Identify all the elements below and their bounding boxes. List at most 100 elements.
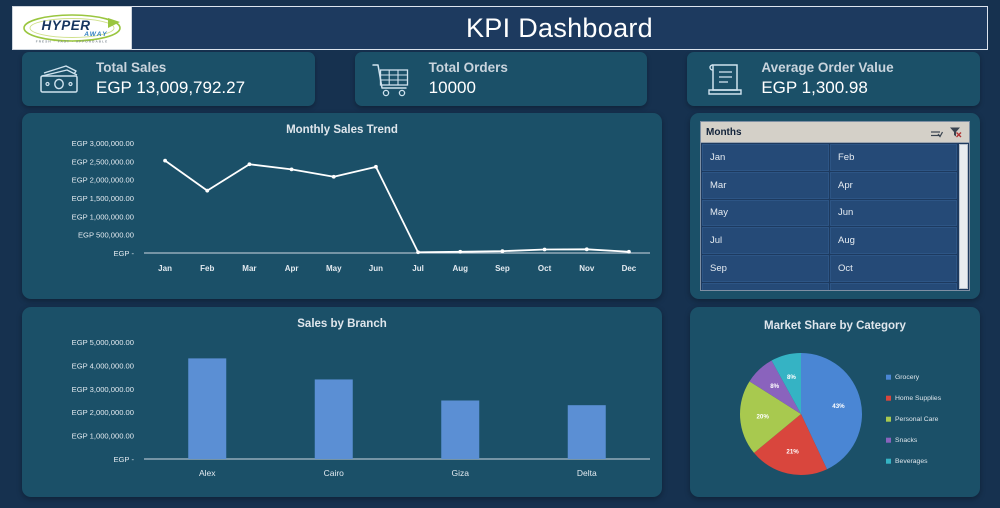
x-axis-tick-label: Sep [495, 264, 510, 273]
x-axis-tick-label: Nov [579, 264, 595, 273]
slicer-item-aug[interactable]: Aug [830, 227, 957, 255]
x-axis-tick-label: Feb [200, 264, 214, 273]
line-data-point[interactable] [374, 164, 378, 169]
months-slicer[interactable]: Months JanFebMarAprMayJunJulAugSepOctNov… [700, 121, 970, 291]
dashboard-title-bar: KPI Dashboard [132, 6, 988, 50]
y-axis-tick-label: EGP 2,500,000.00 [72, 157, 134, 166]
x-axis-tick-label: Jul [412, 264, 424, 273]
x-axis-tick-label: Oct [538, 264, 552, 273]
pie-slice-beverages[interactable] [771, 353, 801, 414]
slicer-item-mar[interactable]: Mar [702, 171, 829, 199]
svg-text:HYPER: HYPER [41, 18, 90, 33]
chart-title: Market Share by Category [764, 320, 906, 332]
kpi-value: EGP 13,009,792.27 [96, 78, 246, 98]
kpi-label: Total Orders [428, 59, 508, 75]
y-axis-tick-label: EGP 5,000,000.00 [72, 338, 134, 347]
market-share-panel: Market Share by Category 43% 21% 20% 8% 8% Gr… [690, 307, 980, 497]
pie-slice-personal-care[interactable] [740, 381, 801, 453]
slicer-item-sep[interactable]: Sep [702, 255, 829, 282]
line-data-point[interactable] [627, 249, 631, 254]
slicer-item-jan[interactable]: Jan [702, 144, 829, 171]
line-data-point[interactable] [205, 188, 210, 193]
x-axis-tick-label: Delta [577, 468, 597, 478]
x-axis-tick-label: Aug [452, 264, 468, 273]
y-axis-tick-label: EGP 2,000,000.00 [72, 176, 134, 185]
line-data-point[interactable] [331, 174, 336, 179]
legend-label: Home Supplies [895, 395, 942, 402]
pie-slice-snacks[interactable] [749, 360, 801, 414]
market-share-chart[interactable]: 43% 21% 20% 8% 8% Grocery Home Supplies Persona… [690, 307, 980, 497]
slicer-item-nov[interactable]: Nov [702, 282, 829, 290]
receipt-icon [701, 60, 747, 98]
kpi-card-total-orders[interactable]: Total Orders 10000 [354, 52, 648, 106]
bar-alex[interactable] [188, 358, 227, 459]
line-data-point[interactable] [416, 250, 420, 255]
slicer-scrollbar-thumb[interactable] [959, 144, 968, 289]
pie-slice-grocery[interactable] [801, 353, 862, 470]
legend-swatch [886, 458, 891, 464]
legend-label: Snacks [895, 437, 918, 444]
bar-delta[interactable] [567, 405, 606, 459]
x-axis-tick-label: Giza [452, 468, 470, 478]
line-series-monthly-sales [164, 159, 630, 254]
y-axis-tick-label: EGP 3,000,000.00 [72, 385, 134, 394]
bar-giza[interactable] [441, 400, 480, 460]
line-data-point[interactable] [584, 247, 589, 252]
bar-cairo[interactable] [314, 379, 353, 459]
x-axis-tick-label: Mar [242, 264, 256, 273]
banknotes-icon [36, 60, 82, 98]
multi-select-icon[interactable] [928, 125, 945, 140]
x-axis-tick-label: Jan [158, 264, 172, 273]
slicer-item-apr[interactable]: Apr [830, 171, 957, 199]
pie-slice-home-supplies[interactable] [753, 414, 827, 475]
pie-slice-value-label: 21% [786, 449, 799, 456]
sales-by-branch-chart[interactable]: EGP 5,000,000.00 EGP 4,000,000.00 EGP 3,00… [22, 307, 662, 497]
slicer-item-feb[interactable]: Feb [830, 144, 957, 171]
kpi-value: 10000 [428, 78, 476, 98]
slicer-item-dec[interactable]: Dec [830, 282, 957, 290]
legend-swatch [886, 374, 891, 380]
sales-by-branch-panel: Sales by Branch EGP 5,000,000.00 EGP 4,00… [22, 307, 662, 497]
line-data-point[interactable] [163, 158, 167, 163]
legend-swatch [886, 437, 891, 443]
y-axis-tick-label: EGP 1,000,000.00 [72, 212, 134, 221]
kpi-card-average-order-value[interactable]: Average Order Value EGP 1,300.98 [687, 52, 981, 106]
line-data-point[interactable] [247, 162, 252, 167]
shopping-cart-icon [369, 60, 415, 98]
line-data-point[interactable] [458, 249, 463, 254]
svg-text:AWAY: AWAY [83, 31, 107, 38]
slicer-scrollbar[interactable] [958, 143, 969, 290]
x-axis-tick-label: May [326, 264, 342, 273]
x-axis-tick-label: Cairo [324, 468, 345, 478]
legend-swatch [886, 395, 891, 401]
kpi-card-total-sales[interactable]: Total Sales EGP 13,009,792.27 [22, 52, 315, 106]
line-data-point[interactable] [500, 249, 505, 254]
months-slicer-panel: Months JanFebMarAprMayJunJulAugSepOctNov… [690, 113, 980, 299]
kpi-value: EGP 1,300.98 [761, 78, 868, 98]
line-data-point[interactable] [542, 247, 547, 252]
slicer-item-jul[interactable]: Jul [702, 227, 829, 255]
slicer-title: Months [706, 126, 742, 138]
slicer-item-jun[interactable]: Jun [830, 199, 957, 227]
pie-slice-value-label: 8% [770, 383, 779, 390]
slicer-item-may[interactable]: May [702, 199, 829, 227]
kpi-label: Total Sales [96, 59, 167, 75]
slicer-item-oct[interactable]: Oct [830, 255, 957, 282]
clear-filter-icon[interactable] [947, 125, 964, 140]
hyper-away-logo-icon: HYPER AWAY FRESH · FAST · AFFORDABLE [23, 14, 121, 44]
x-axis-tick-label: Dec [622, 264, 637, 273]
dashboard-header: HYPER AWAY FRESH · FAST · AFFORDABLE KPI… [12, 6, 988, 50]
company-logo: HYPER AWAY FRESH · FAST · AFFORDABLE [12, 6, 132, 50]
svg-text:FRESH · FAST · AFFORDABLE: FRESH · FAST · AFFORDABLE [36, 40, 109, 44]
line-data-point[interactable] [289, 167, 294, 172]
slicer-header: Months [701, 122, 969, 143]
chart-title: Sales by Branch [297, 318, 387, 330]
legend-label: Beverages [895, 458, 928, 465]
legend-swatch [886, 416, 891, 422]
monthly-sales-trend-chart[interactable]: EGP 3,000,000.00 EGP 2,500,000.00 EGP 2,00… [22, 113, 662, 299]
chart-title: Monthly Sales Trend [286, 124, 398, 136]
pie-slice-value-label: 20% [756, 414, 769, 421]
kpi-label: Average Order Value [761, 59, 894, 75]
